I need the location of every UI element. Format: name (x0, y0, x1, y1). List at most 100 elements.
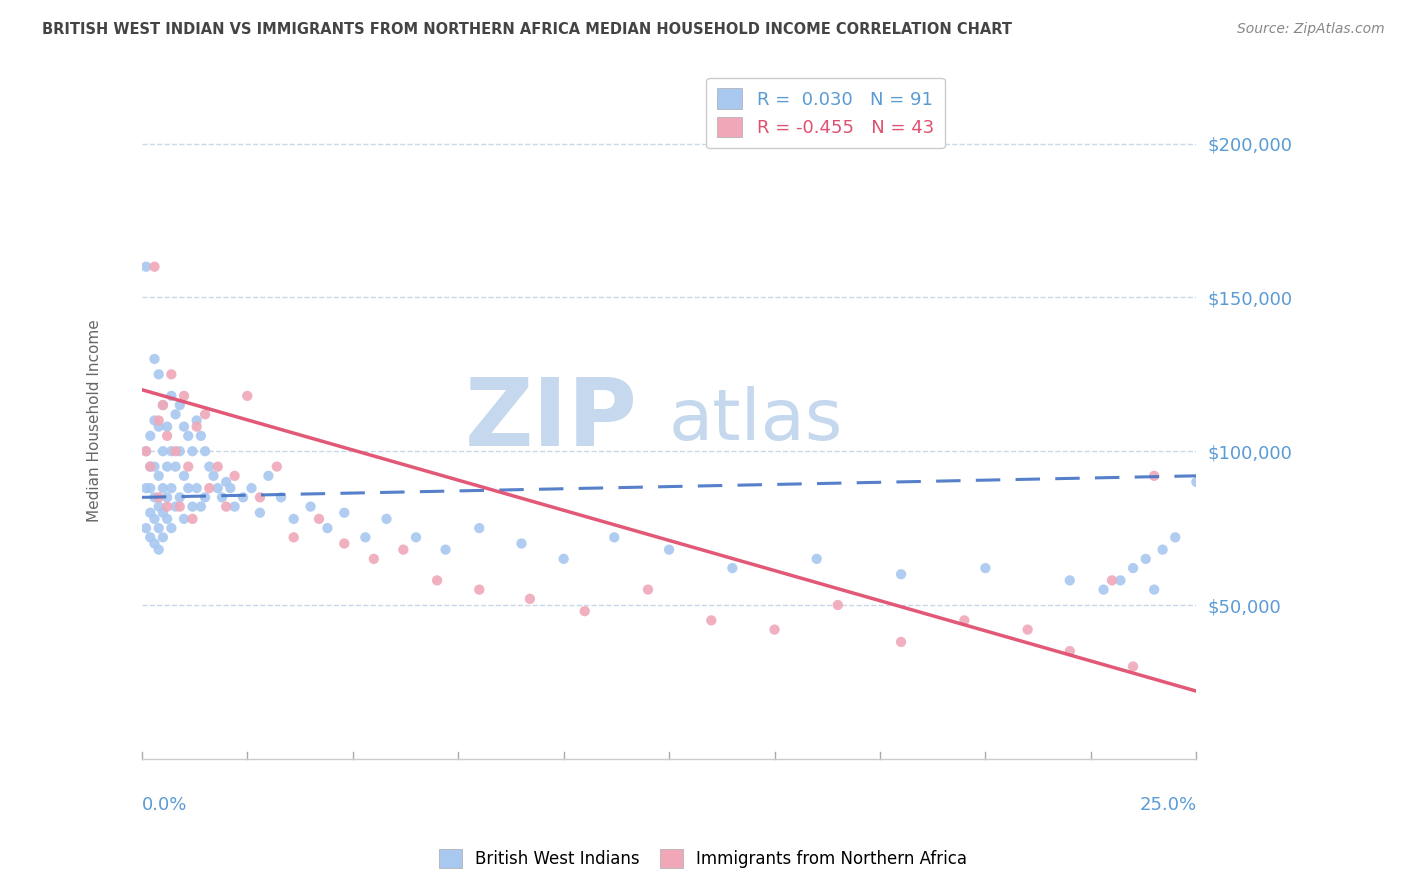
Point (658, 542, 681, 557)
Point (135, 444, 157, 458)
Point (143, 351, 166, 366)
Point (165, 407, 187, 421)
Point (827, 598, 849, 612)
Point (177, 459, 200, 474)
Point (148, 491, 170, 505)
Point (1122, 561, 1144, 575)
Point (160, 521, 183, 535)
Point (219, 481, 242, 495)
Point (215, 500, 238, 514)
Point (806, 552, 828, 566)
Point (1135, 552, 1157, 566)
Point (148, 368, 170, 382)
Point (190, 429, 212, 443)
Text: Median Household Income: Median Household Income (87, 319, 101, 522)
Point (249, 506, 271, 520)
Point (186, 419, 208, 434)
Point (1059, 644, 1081, 658)
Point (139, 481, 162, 495)
Point (148, 413, 170, 427)
Point (156, 419, 179, 434)
Point (283, 530, 305, 544)
Point (152, 506, 174, 520)
Text: 25.0%: 25.0% (1139, 796, 1197, 814)
Point (156, 429, 179, 443)
Point (1092, 582, 1115, 597)
Point (156, 491, 179, 505)
Point (181, 512, 204, 526)
Point (202, 468, 225, 483)
Point (510, 536, 533, 550)
Point (160, 481, 183, 495)
Point (165, 444, 187, 458)
Point (139, 459, 162, 474)
Point (224, 500, 246, 514)
Point (1164, 530, 1187, 544)
Point (148, 521, 170, 535)
Point (257, 468, 280, 483)
Point (333, 536, 356, 550)
Point (1185, 475, 1208, 489)
Point (186, 413, 208, 427)
Text: BRITISH WEST INDIAN VS IMMIGRANTS FROM NORTHERN AFRICA MEDIAN HOUSEHOLD INCOME C: BRITISH WEST INDIAN VS IMMIGRANTS FROM N… (42, 22, 1012, 37)
Point (173, 512, 195, 526)
Point (270, 491, 292, 505)
Point (1017, 623, 1039, 637)
Point (240, 481, 263, 495)
Point (207, 459, 229, 474)
Point (974, 561, 997, 575)
Point (519, 591, 541, 606)
Point (152, 481, 174, 495)
Point (135, 521, 157, 535)
Point (177, 429, 200, 443)
Point (135, 444, 157, 458)
Point (160, 444, 183, 458)
Point (207, 481, 229, 495)
Point (1109, 574, 1132, 588)
Point (375, 512, 398, 526)
Legend: British West Indians, Immigrants from Northern Africa: British West Indians, Immigrants from No… (432, 842, 974, 875)
Point (721, 561, 744, 575)
Point (215, 475, 238, 489)
Point (194, 407, 217, 421)
Point (266, 459, 288, 474)
Point (953, 613, 976, 627)
Point (405, 530, 427, 544)
Point (700, 613, 723, 627)
Point (1122, 659, 1144, 673)
Point (139, 459, 162, 474)
Point (232, 491, 254, 505)
Point (181, 444, 204, 458)
Point (574, 604, 596, 618)
Point (160, 368, 183, 382)
Point (603, 530, 626, 544)
Point (211, 491, 233, 505)
Point (152, 530, 174, 544)
Point (1152, 542, 1174, 557)
Point (169, 500, 191, 514)
Point (249, 491, 271, 505)
Point (236, 389, 259, 403)
Point (181, 500, 204, 514)
Point (173, 419, 195, 434)
Point (160, 389, 183, 403)
Point (198, 481, 221, 495)
Point (1059, 574, 1081, 588)
Text: ZIP: ZIP (464, 375, 637, 467)
Point (190, 500, 212, 514)
Point (1143, 468, 1166, 483)
Point (143, 512, 166, 526)
Point (152, 444, 174, 458)
Point (763, 623, 786, 637)
Point (143, 413, 166, 427)
Point (139, 530, 162, 544)
Point (434, 542, 457, 557)
Point (165, 500, 187, 514)
Point (165, 459, 187, 474)
Point (148, 542, 170, 557)
Point (143, 491, 166, 505)
Point (156, 500, 179, 514)
Point (299, 500, 322, 514)
Point (468, 582, 491, 597)
Point (139, 506, 162, 520)
